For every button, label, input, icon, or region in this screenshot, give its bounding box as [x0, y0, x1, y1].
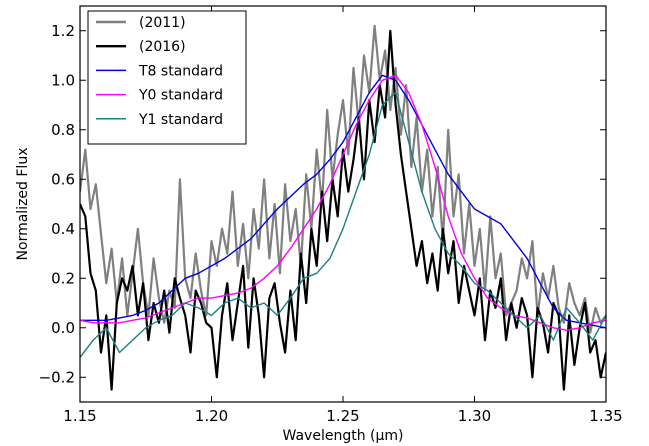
- tick-layer: 1.15 1.20 1.25 1.30 1.35 −0.2 0.0 0.2 0.4 0.6 0.8 1…: [39, 6, 623, 425]
- y-tick-label: 1.0: [51, 71, 75, 89]
- series-line-y0-standard: [80, 74, 606, 331]
- x-tick-label: 1.20: [195, 407, 228, 425]
- y-tick-label: 0.0: [51, 319, 75, 337]
- x-tick-label: 1.30: [458, 407, 491, 425]
- legend-label: T8 standard: [138, 63, 223, 79]
- y-tick-label: 0.4: [51, 220, 75, 238]
- y-tick-label: 0.6: [51, 170, 75, 188]
- legend-box: [87, 10, 247, 145]
- x-axis-label: Wavelength (μm): [283, 428, 404, 444]
- y-tick-label: −0.2: [39, 368, 75, 386]
- x-tick-label: 1.15: [63, 407, 96, 425]
- legend-label: (2011): [139, 15, 186, 31]
- y-axis-label: Normalized Flux: [15, 148, 31, 261]
- series-line-t8-standard: [80, 74, 606, 329]
- legend: (2011) (2016) T8 standard Y0 standard Y1 sta…: [87, 10, 247, 145]
- x-tick-label: 1.25: [326, 407, 359, 425]
- series-layer: [80, 24, 606, 391]
- legend-label: Y1 standard: [138, 112, 223, 128]
- x-tick-label: 1.35: [589, 407, 622, 425]
- series-line-y1-standard: [80, 91, 606, 358]
- series-line-2011: [80, 24, 606, 334]
- y-tick-label: 0.2: [51, 269, 75, 287]
- y-tick-label: 0.8: [51, 121, 75, 139]
- legend-label: (2016): [139, 39, 186, 55]
- legend-label: Y0 standard: [138, 88, 223, 104]
- y-tick-label: 1.2: [51, 22, 75, 40]
- series-line-2016: [80, 29, 606, 391]
